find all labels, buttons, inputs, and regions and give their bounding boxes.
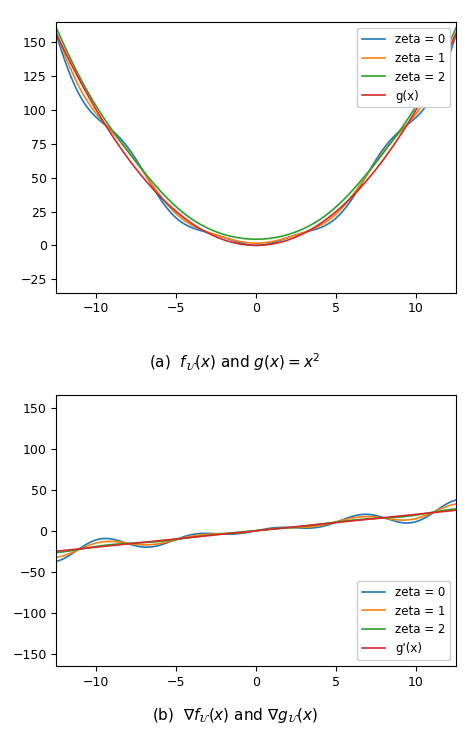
zeta = 0 <box>441 501 447 510</box>
g(x) <box>453 30 459 38</box>
zeta = 2 <box>54 548 59 557</box>
g(x) <box>248 240 253 249</box>
zeta = 0 <box>441 64 447 73</box>
zeta = 0 <box>54 557 59 566</box>
zeta = 2 <box>248 527 253 536</box>
zeta = 1 <box>253 239 259 248</box>
zeta = 0 <box>74 85 79 94</box>
zeta = 1 <box>441 58 447 67</box>
zeta = 0 <box>453 31 459 40</box>
zeta = 0 <box>368 511 374 519</box>
Line: zeta = 0: zeta = 0 <box>56 36 456 246</box>
g'(x) <box>54 547 59 556</box>
Legend: zeta = 0, zeta = 1, zeta = 2, g(x): zeta = 0, zeta = 1, zeta = 2, g(x) <box>357 28 450 107</box>
zeta = 1 <box>368 164 374 173</box>
Line: g'(x): g'(x) <box>56 511 456 551</box>
g'(x) <box>453 506 459 515</box>
Text: (a)  $f_{\mathcal{U}}(x)$ and $g(x) = x^2$: (a) $f_{\mathcal{U}}(x)$ and $g(x) = x^2… <box>149 352 321 373</box>
zeta = 2 <box>237 528 243 536</box>
zeta = 2 <box>441 506 447 515</box>
zeta = 0 <box>237 238 243 247</box>
zeta = 0 <box>368 163 374 172</box>
zeta = 1 <box>237 237 243 246</box>
zeta = 1 <box>441 503 447 512</box>
zeta = 1 <box>248 527 253 536</box>
zeta = 0 <box>237 529 243 538</box>
g'(x) <box>441 507 447 516</box>
zeta = 0 <box>74 546 79 555</box>
zeta = 2 <box>368 164 374 173</box>
g(x) <box>442 53 447 62</box>
g'(x) <box>441 507 447 516</box>
Line: g(x): g(x) <box>56 34 456 246</box>
Line: zeta = 2: zeta = 2 <box>56 509 456 553</box>
g(x) <box>441 53 447 62</box>
zeta = 2 <box>248 235 253 243</box>
zeta = 2 <box>74 67 79 75</box>
zeta = 1 <box>74 546 79 555</box>
zeta = 2 <box>441 49 447 58</box>
Line: zeta = 2: zeta = 2 <box>56 28 456 239</box>
zeta = 1 <box>453 500 459 508</box>
zeta = 1 <box>74 78 79 87</box>
zeta = 1 <box>54 553 59 562</box>
zeta = 2 <box>253 235 259 243</box>
zeta = 2 <box>237 234 243 243</box>
g(x) <box>237 240 243 249</box>
Line: zeta = 1: zeta = 1 <box>56 504 456 557</box>
zeta = 1 <box>54 28 59 37</box>
zeta = 2 <box>368 514 374 523</box>
g(x) <box>368 171 374 180</box>
g(x) <box>54 30 59 38</box>
zeta = 1 <box>368 512 374 521</box>
zeta = 0 <box>253 241 259 250</box>
zeta = 0 <box>441 501 447 510</box>
zeta = 0 <box>442 64 447 73</box>
zeta = 1 <box>453 28 459 37</box>
zeta = 1 <box>248 238 253 247</box>
zeta = 1 <box>442 58 447 67</box>
zeta = 2 <box>453 505 459 514</box>
Legend: zeta = 0, zeta = 1, zeta = 2, g'(x): zeta = 0, zeta = 1, zeta = 2, g'(x) <box>357 581 450 660</box>
Text: (b)  $\nabla f_{\mathcal{U}}(x)$ and $\nabla g_{\mathcal{U}}(x)$: (b) $\nabla f_{\mathcal{U}}(x)$ and $\na… <box>152 706 318 725</box>
zeta = 0 <box>248 240 253 249</box>
zeta = 2 <box>453 24 459 33</box>
Line: zeta = 0: zeta = 0 <box>56 500 456 562</box>
zeta = 0 <box>248 528 253 536</box>
g'(x) <box>74 545 79 554</box>
zeta = 2 <box>54 24 59 33</box>
g'(x) <box>368 514 374 523</box>
g(x) <box>253 241 259 250</box>
zeta = 1 <box>441 503 447 512</box>
g'(x) <box>237 528 243 536</box>
zeta = 2 <box>441 506 447 515</box>
zeta = 0 <box>453 496 459 505</box>
g'(x) <box>248 527 253 536</box>
zeta = 2 <box>442 49 447 58</box>
g(x) <box>74 70 79 79</box>
zeta = 1 <box>237 528 243 537</box>
zeta = 2 <box>74 545 79 554</box>
Line: zeta = 1: zeta = 1 <box>56 33 456 243</box>
zeta = 0 <box>54 31 59 40</box>
